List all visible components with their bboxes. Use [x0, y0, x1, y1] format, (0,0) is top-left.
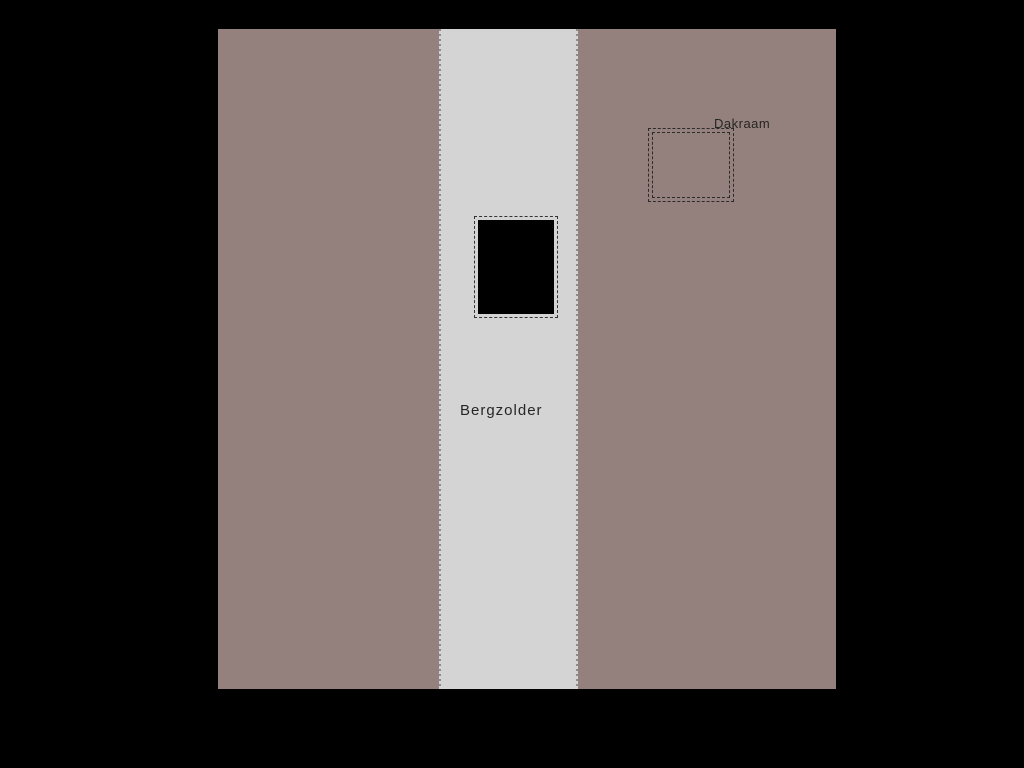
stair-opening [478, 220, 554, 314]
label-dakraam: Dakraam [714, 116, 770, 131]
label-bergzolder: Bergzolder [460, 402, 543, 419]
roof-slope-left [218, 29, 439, 689]
floorplan-canvas: Dakraam Bergzolder [0, 0, 1024, 768]
ridge-strip [439, 29, 578, 689]
ridge-line-left [439, 29, 443, 689]
skylight-inner [652, 132, 730, 198]
ridge-line-right [576, 29, 580, 689]
